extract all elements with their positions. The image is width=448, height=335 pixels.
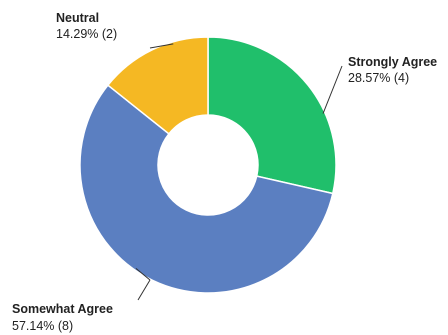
label-somewhat-agree-value: 57.14% (8): [12, 319, 73, 333]
label-strongly-agree-value: 28.57% (4): [348, 71, 409, 85]
label-neutral-value: 14.29% (2): [56, 27, 117, 41]
label-strongly-agree-name: Strongly Agree: [348, 55, 437, 69]
label-neutral-name: Neutral: [56, 11, 99, 25]
leader-line-strongly-agree: [323, 66, 342, 114]
slice-strongly-agree: [208, 37, 336, 193]
label-somewhat-agree-name: Somewhat Agree: [12, 302, 113, 316]
leader-line-somewhat-agree-tail: [138, 280, 150, 300]
chart-slices: [80, 37, 336, 293]
